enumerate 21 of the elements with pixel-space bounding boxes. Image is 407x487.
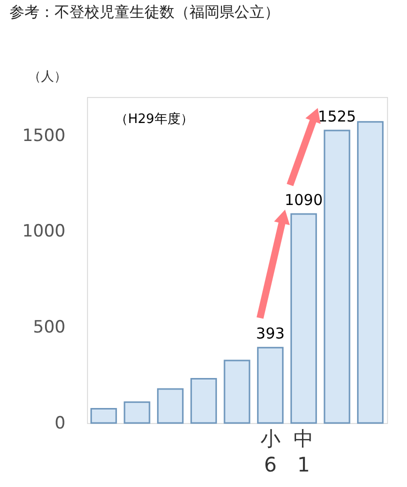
- annotation: （H29年度）: [115, 111, 194, 127]
- y-tick-label: 0: [54, 414, 66, 434]
- x-tick-label: 中1: [294, 426, 314, 476]
- bar: [357, 121, 384, 424]
- bar: [224, 360, 250, 424]
- chart-title: 参考：不登校児童生徒数（福岡県公立）: [10, 3, 280, 21]
- bar: [124, 401, 150, 424]
- y-tick-label: 1500: [22, 126, 66, 146]
- y-tick-label: 1000: [22, 222, 66, 242]
- data-label: 1525: [318, 108, 356, 126]
- data-label: 393: [256, 324, 285, 343]
- x-tick-label: 小6: [260, 426, 280, 476]
- bar: [290, 213, 317, 424]
- data-label: 1090: [284, 190, 323, 209]
- y-axis-title: （人）: [28, 70, 67, 84]
- bar: [90, 408, 117, 424]
- bar: [257, 346, 284, 424]
- bar: [157, 388, 184, 424]
- bar: [324, 130, 350, 424]
- bar: [190, 378, 217, 424]
- y-tick-label: 500: [33, 318, 66, 338]
